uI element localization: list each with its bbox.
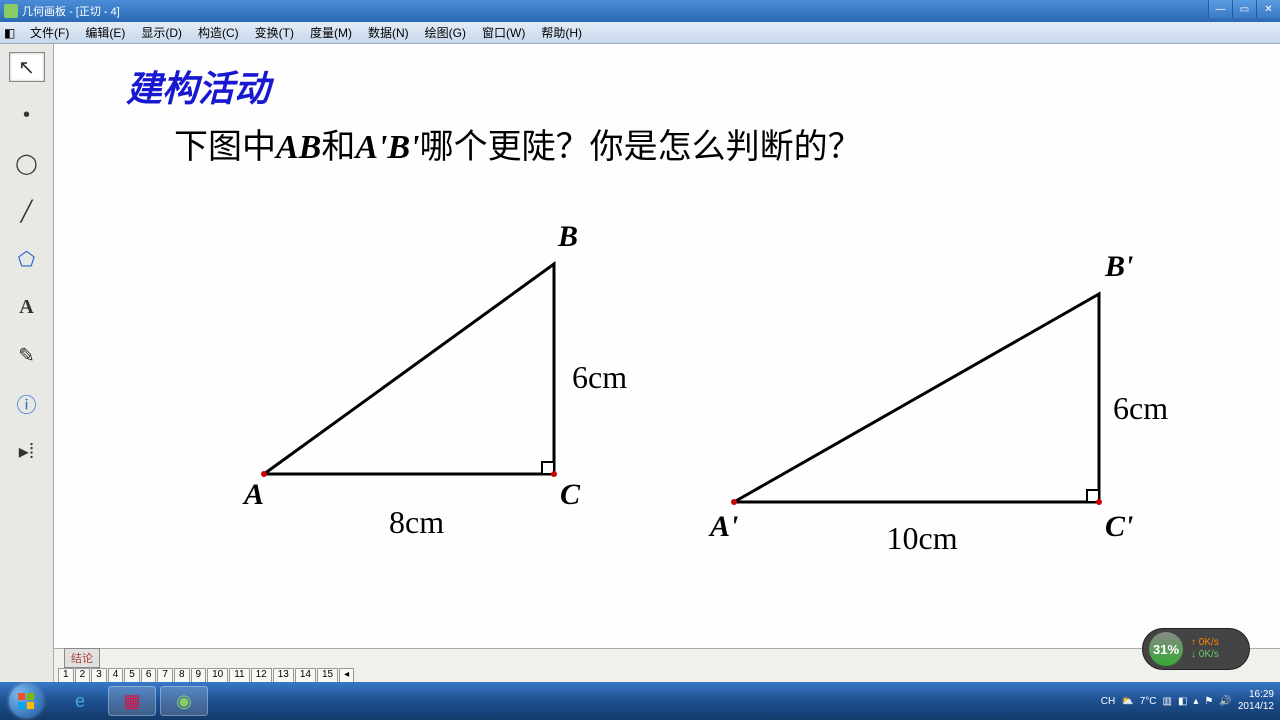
menu-transform[interactable]: 变换(T) xyxy=(247,24,302,41)
title-bar: 几何画板 - [正切 - 4] — ▭ ✕ xyxy=(0,0,1280,22)
start-button[interactable] xyxy=(0,682,52,720)
page-tab[interactable]: 8 xyxy=(174,668,190,682)
page-tab[interactable]: 10 xyxy=(207,668,228,682)
page-tabs-area: 结论 123456789101112131415◂ xyxy=(54,648,1280,682)
page-nav-left[interactable]: ◂ xyxy=(339,668,354,682)
measure-base-2: 10cm xyxy=(887,520,958,557)
menu-graph[interactable]: 绘图(G) xyxy=(417,24,474,41)
overlay-speeds: ↑ 0K/s ↓ 0K/s xyxy=(1191,637,1219,661)
menu-bar: ◧ 文件(F) 编辑(E) 显示(D) 构造(C) 变换(T) 度量(M) 数据… xyxy=(0,22,1280,44)
tray-icon[interactable]: ⛅ xyxy=(1121,696,1133,707)
weather-temp[interactable]: 7°C xyxy=(1140,696,1157,707)
menu-display[interactable]: 显示(D) xyxy=(133,24,190,41)
menu-window[interactable]: 窗口(W) xyxy=(474,24,533,41)
tray-expand-icon[interactable]: ▴ xyxy=(1193,696,1198,707)
network-overlay-widget[interactable]: 31% ↑ 0K/s ↓ 0K/s xyxy=(1142,628,1250,670)
tray-icon[interactable]: ◧ xyxy=(1178,696,1187,707)
conclusion-button[interactable]: 结论 xyxy=(64,648,100,668)
system-tray: CH ⛅ 7°C ▥ ◧ ▴ ⚑ 🔊 16:29 2014/12 xyxy=(1101,682,1274,720)
polygon-tool[interactable]: ⬠ xyxy=(9,244,45,274)
page-tab[interactable]: 9 xyxy=(191,668,207,682)
maximize-button[interactable]: ▭ xyxy=(1232,0,1256,18)
page-tab[interactable]: 2 xyxy=(75,668,91,682)
label-c-prime: C' xyxy=(1105,510,1133,544)
flag-icon[interactable]: ⚑ xyxy=(1204,696,1213,707)
app-icon xyxy=(4,4,18,18)
page-tab[interactable]: 1 xyxy=(58,668,74,682)
menu-measure[interactable]: 度量(M) xyxy=(302,24,360,41)
document-icon[interactable]: ◧ xyxy=(4,26,18,40)
minimize-button[interactable]: — xyxy=(1208,0,1232,18)
menu-file[interactable]: 文件(F) xyxy=(22,24,77,41)
page-tab[interactable]: 14 xyxy=(295,668,316,682)
page-tab[interactable]: 6 xyxy=(141,668,157,682)
menu-edit[interactable]: 编辑(E) xyxy=(77,24,133,41)
text-tool[interactable]: A xyxy=(9,292,45,322)
menu-construct[interactable]: 构造(C) xyxy=(190,24,247,41)
triangle-2 xyxy=(54,44,1254,644)
volume-icon[interactable]: 🔊 xyxy=(1219,696,1231,707)
gsp-taskbar-icon[interactable]: ◉ xyxy=(160,686,208,716)
window-title: 几何画板 - [正切 - 4] xyxy=(22,3,120,19)
page-tab[interactable]: 3 xyxy=(91,668,107,682)
taskbar-clock[interactable]: 16:29 2014/12 xyxy=(1238,689,1274,713)
selection-arrow-tool[interactable]: ↖ xyxy=(9,52,45,82)
label-b-prime: B' xyxy=(1105,250,1133,284)
measure-height-2: 6cm xyxy=(1113,390,1168,427)
ie-taskbar-icon[interactable]: e xyxy=(56,686,104,716)
ime-indicator[interactable]: CH xyxy=(1101,696,1115,707)
page-tab[interactable]: 5 xyxy=(124,668,140,682)
page-tab-row: 123456789101112131415◂ xyxy=(58,668,355,682)
label-a-prime: A' xyxy=(710,510,738,544)
page-tab[interactable]: 12 xyxy=(251,668,272,682)
custom-tool[interactable]: ▸⁞ xyxy=(9,436,45,466)
point-tool[interactable]: • xyxy=(9,100,45,130)
marker-tool[interactable]: ✎ xyxy=(9,340,45,370)
overlay-percent: 31% xyxy=(1149,632,1183,666)
menu-help[interactable]: 帮助(H) xyxy=(533,24,590,41)
window-controls: — ▭ ✕ xyxy=(1208,0,1280,18)
tray-icon[interactable]: ▥ xyxy=(1162,696,1171,707)
page-tab[interactable]: 4 xyxy=(108,668,124,682)
powerpoint-taskbar-icon[interactable]: ▦ xyxy=(108,686,156,716)
page-tab[interactable]: 7 xyxy=(157,668,173,682)
compass-tool[interactable]: ◯ xyxy=(9,148,45,178)
taskbar: e ▦ ◉ CH ⛅ 7°C ▥ ◧ ▴ ⚑ 🔊 16:29 2014/12 xyxy=(0,682,1280,720)
menu-data[interactable]: 数据(N) xyxy=(360,24,417,41)
tool-palette: ↖ • ◯ ╱ ⬠ A ✎ ⓘ ▸⁞ xyxy=(0,44,54,682)
page-tab[interactable]: 11 xyxy=(229,668,249,682)
workspace: ↖ • ◯ ╱ ⬠ A ✎ ⓘ ▸⁞ 建构活动 下图中AB和A'B'哪个更陡？你… xyxy=(0,44,1280,682)
close-button[interactable]: ✕ xyxy=(1256,0,1280,18)
information-tool[interactable]: ⓘ xyxy=(9,388,45,418)
page-tab[interactable]: 15 xyxy=(317,668,338,682)
page-tab[interactable]: 13 xyxy=(273,668,294,682)
straightedge-tool[interactable]: ╱ xyxy=(9,196,45,226)
drawing-canvas[interactable]: 建构活动 下图中AB和A'B'哪个更陡？你是怎么判断的？ A B C 8cm 6… xyxy=(54,44,1280,682)
windows-logo-icon xyxy=(9,684,43,718)
